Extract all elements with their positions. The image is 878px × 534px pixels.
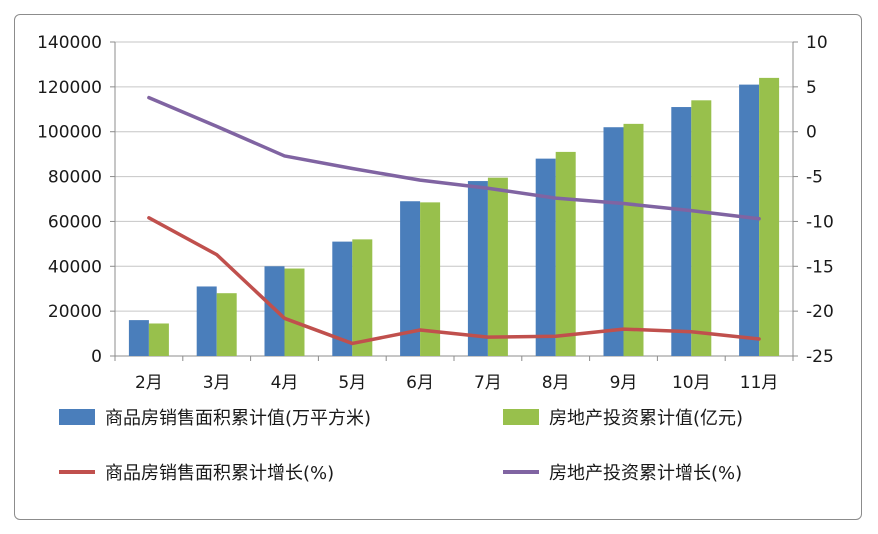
x-tick-label: 7月 bbox=[474, 373, 502, 393]
bar bbox=[284, 268, 305, 356]
axis-labels: 0 20000 40000 60000 80000 100000 120000 140000 1… bbox=[37, 33, 834, 393]
bar-series bbox=[128, 77, 780, 357]
y-left-tick-label: 0 bbox=[91, 347, 102, 367]
y-left-tick-label: 100000 bbox=[37, 123, 102, 143]
bar bbox=[196, 286, 217, 356]
bar bbox=[671, 107, 692, 357]
bar bbox=[352, 239, 373, 356]
legend-label: 房地产投资累计值(亿元) bbox=[549, 408, 743, 429]
x-tick-label: 5月 bbox=[338, 373, 366, 393]
y-right-tick-label: -5 bbox=[806, 168, 823, 188]
x-tick-label: 3月 bbox=[203, 373, 231, 393]
y-right-tick-label: -10 bbox=[806, 212, 834, 232]
bar bbox=[128, 320, 149, 356]
legend-swatch bbox=[59, 409, 95, 425]
y-left-tick-label: 40000 bbox=[48, 257, 102, 277]
legend-label: 房地产投资累计增长(%) bbox=[549, 463, 742, 484]
line-series bbox=[147, 95, 761, 346]
x-tick-label: 2月 bbox=[135, 373, 163, 393]
bar bbox=[555, 151, 576, 356]
bar bbox=[216, 293, 237, 356]
bar bbox=[623, 123, 644, 356]
legend-swatch bbox=[503, 409, 539, 425]
x-tick-label: 8月 bbox=[542, 373, 570, 393]
bar bbox=[759, 77, 780, 356]
x-tick-label: 10月 bbox=[672, 373, 711, 393]
y-left-tick-label: 80000 bbox=[48, 168, 102, 188]
chart-frame: 0 20000 40000 60000 80000 100000 120000 140000 1… bbox=[14, 14, 862, 520]
bar bbox=[535, 158, 556, 356]
combo-chart: 0 20000 40000 60000 80000 100000 120000 140000 1… bbox=[37, 33, 834, 484]
bar bbox=[691, 100, 712, 356]
bar bbox=[739, 84, 760, 356]
legend-label: 商品房销售面积累计增长(%) bbox=[105, 463, 334, 484]
bar bbox=[420, 202, 441, 356]
y-right-tick-label: 5 bbox=[806, 78, 817, 98]
y-left-tick-label: 120000 bbox=[37, 78, 102, 98]
x-tick-label: 6月 bbox=[406, 373, 434, 393]
series-line bbox=[147, 216, 761, 346]
x-tick-label: 4月 bbox=[271, 373, 299, 393]
bar bbox=[332, 241, 353, 356]
bar bbox=[148, 323, 169, 356]
y-left-tick-label: 20000 bbox=[48, 302, 102, 322]
legend-label: 商品房销售面积累计值(万平方米) bbox=[105, 408, 371, 429]
y-right-tick-label: -20 bbox=[806, 302, 834, 322]
x-tick-label: 9月 bbox=[610, 373, 638, 393]
y-right-tick-label: -15 bbox=[806, 257, 834, 277]
legend: 商品房销售面积累计值(万平方米) 房地产投资累计值(亿元) 商品房销售面积累计增长(… bbox=[59, 408, 743, 484]
bar bbox=[467, 181, 488, 356]
bar bbox=[487, 177, 508, 356]
y-right-tick-label: 0 bbox=[806, 123, 817, 143]
y-left-tick-label: 60000 bbox=[48, 212, 102, 232]
series-line bbox=[147, 95, 761, 221]
bar bbox=[603, 127, 624, 356]
bar bbox=[400, 201, 421, 356]
x-tick-label: 11月 bbox=[740, 373, 779, 393]
y-left-tick-label: 140000 bbox=[37, 33, 102, 53]
y-right-tick-label: 10 bbox=[806, 33, 828, 53]
y-right-tick-label: -25 bbox=[806, 347, 834, 367]
